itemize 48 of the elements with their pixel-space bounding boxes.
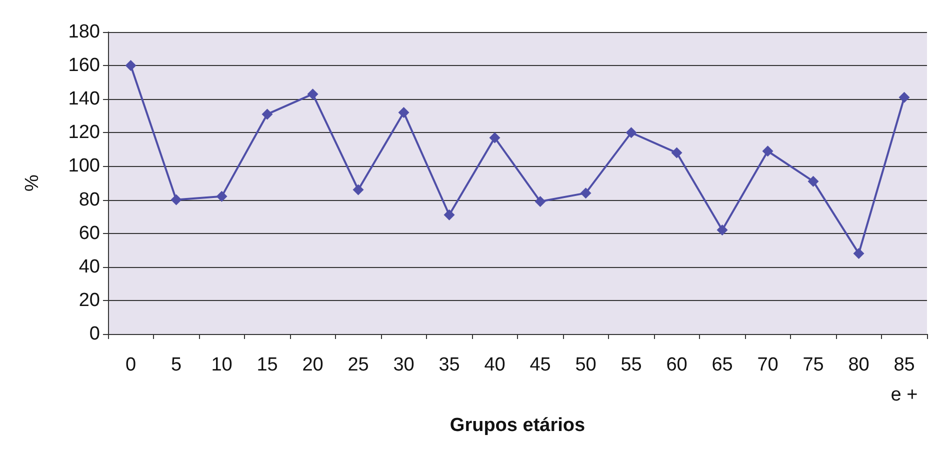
- x-tick-label: 50: [575, 354, 596, 376]
- x-tick-label: 10: [211, 354, 232, 376]
- x-tick-label: 65: [712, 354, 733, 376]
- x-tick-label: 25: [348, 354, 369, 376]
- point: [716, 224, 728, 236]
- y-tick-label: 160: [68, 55, 100, 76]
- x-tick-label: 15: [256, 354, 278, 376]
- x-tick-label: 75: [802, 354, 824, 376]
- x-tick-label: 80: [848, 354, 870, 376]
- point: [489, 132, 500, 144]
- x-tick-label: 60: [666, 354, 688, 376]
- y-tick-label: 0: [89, 324, 100, 344]
- y-tick-label: 80: [78, 189, 100, 210]
- point: [170, 194, 182, 206]
- point: [398, 107, 410, 118]
- y-tick-label: 20: [78, 290, 100, 311]
- x-tick-label: 35: [438, 354, 460, 376]
- x-tick-label: 85 e +: [890, 354, 918, 406]
- y-tick-label: 100: [68, 156, 100, 177]
- x-tick-label: 55: [620, 354, 642, 376]
- point: [307, 88, 318, 100]
- x-tick-label: 30: [393, 354, 414, 376]
- y-tick-label: 140: [68, 88, 100, 110]
- point: [216, 190, 228, 202]
- x-tick-label: 45: [530, 354, 551, 376]
- point: [762, 146, 774, 157]
- x-tick-label: 40: [484, 354, 506, 376]
- x-tick-label: 0: [125, 354, 136, 376]
- y-tick-label: 60: [78, 222, 100, 244]
- point: [580, 188, 592, 199]
- point: [352, 184, 364, 196]
- point: [444, 209, 455, 220]
- point: [125, 60, 136, 72]
- point: [671, 147, 682, 158]
- point: [808, 176, 819, 187]
- y-tick-label: 120: [68, 122, 100, 144]
- x-tick-label: 20: [302, 354, 324, 376]
- point: [626, 127, 637, 138]
- point: [853, 248, 864, 259]
- y-axis-title: %: [22, 174, 43, 192]
- x-tick-label: 5: [170, 354, 182, 376]
- y-tick-label: 180: [68, 22, 100, 42]
- x-axis-title: Grupos etários: [450, 415, 586, 436]
- x-tick-label: 70: [757, 354, 778, 376]
- point: [534, 196, 546, 207]
- point: [262, 108, 273, 120]
- y-tick-label: 40: [78, 256, 100, 278]
- point: [898, 92, 910, 103]
